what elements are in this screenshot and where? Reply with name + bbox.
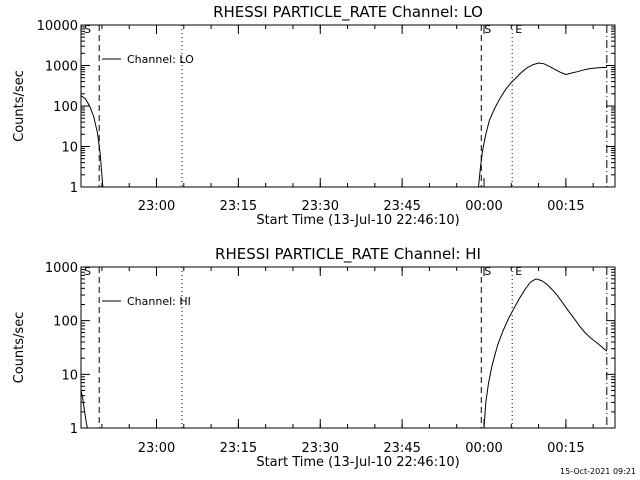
- x-tick-label: 23:30: [302, 441, 339, 456]
- y-tick-label: 10: [61, 141, 78, 156]
- x-axis-label: Start Time (13-Jul-10 22:46:10): [256, 455, 459, 470]
- event-marker-label: S: [484, 265, 491, 278]
- x-tick-label: 23:00: [138, 441, 175, 456]
- footer-timestamp: 15-Oct-2021 09:21: [560, 467, 636, 476]
- x-tick-label: 23:30: [302, 199, 339, 214]
- chart-title: RHESSI PARTICLE_RATE Channel: HI: [215, 245, 481, 264]
- plot-frame: [80, 24, 616, 188]
- legend-label: Channel: LO: [127, 53, 194, 66]
- y-tick-label: 100: [53, 315, 78, 330]
- x-tick-label: 23:15: [220, 441, 257, 456]
- event-marker-label: S: [484, 23, 491, 36]
- event-marker-label: E: [515, 265, 522, 278]
- x-tick-label: 23:00: [138, 199, 175, 214]
- x-tick-label: 00:00: [465, 199, 502, 214]
- chart-title: RHESSI PARTICLE_RATE Channel: LO: [213, 3, 483, 22]
- hi-channel-panel: RHESSI PARTICLE_RATE Channel: HI 1 10 100 10…: [12, 245, 616, 470]
- event-marker-label: E: [515, 23, 522, 36]
- x-tick-label: 00:15: [547, 441, 584, 456]
- series-line: [483, 278, 608, 429]
- x-tick-label: 00:15: [547, 199, 584, 214]
- lo-channel-panel: RHESSI PARTICLE_RATE Channel: LO 1 10 100 10…: [12, 3, 616, 228]
- series-line: [478, 62, 607, 188]
- y-tick-label: 1: [70, 181, 78, 196]
- event-marker-label: S: [84, 23, 91, 36]
- legend-label: Channel: HI: [127, 295, 191, 308]
- y-tick-label: 10000: [37, 19, 78, 34]
- x-tick-label: 23:45: [383, 441, 420, 456]
- x-axis-label: Start Time (13-Jul-10 22:46:10): [256, 213, 459, 228]
- event-marker-label: S: [84, 265, 91, 278]
- y-tick-label: 1: [70, 422, 78, 437]
- plot-frame: [80, 266, 616, 429]
- y-tick-label: 1000: [45, 261, 78, 276]
- x-tick-label: 00:00: [465, 441, 502, 456]
- y-axis-label: Counts/sec: [12, 70, 27, 142]
- y-tick-label: 10: [61, 368, 78, 383]
- y-tick-label: 1000: [45, 60, 78, 75]
- x-tick-label: 23:15: [220, 199, 257, 214]
- series-line: [80, 95, 104, 188]
- y-tick-label: 100: [53, 100, 78, 115]
- x-tick-label: 23:45: [383, 199, 420, 214]
- series-line: [80, 390, 88, 429]
- y-axis-label: Counts/sec: [12, 312, 27, 384]
